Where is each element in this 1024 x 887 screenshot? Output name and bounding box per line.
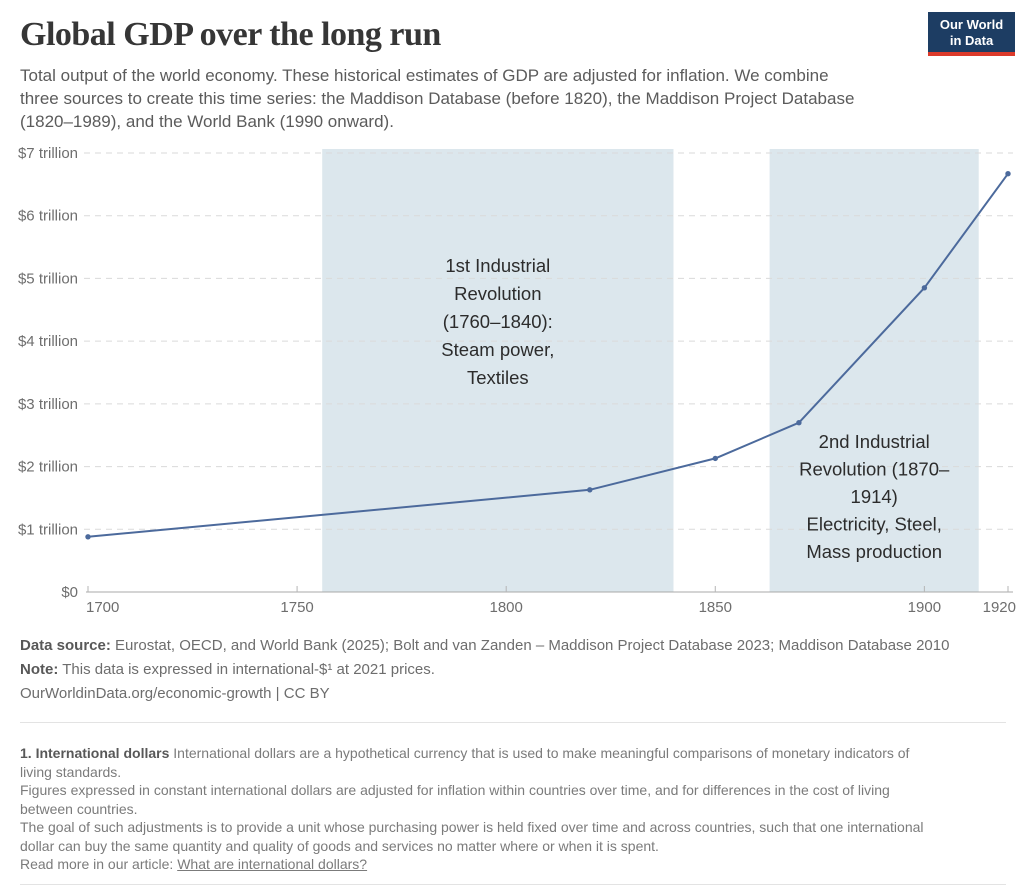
- footnote-lead: 1. International dollars: [20, 745, 170, 761]
- band-annotation-line: Steam power,: [441, 339, 554, 360]
- citation-line: OurWorldinData.org/economic-growth | CC …: [20, 684, 949, 704]
- band-annotation-line: Mass production: [806, 541, 942, 562]
- x-axis-label: 1800: [489, 599, 522, 616]
- footnote-line: 1. International dollars International d…: [20, 744, 1006, 763]
- y-axis-label: $2 trillion: [18, 459, 78, 476]
- chart-subtitle: Total output of the world economy. These…: [20, 64, 854, 133]
- logo-text-line1: Our World: [939, 17, 1004, 32]
- band-annotation-line: 2nd Industrial: [819, 431, 930, 452]
- y-axis-label: $4 trillion: [18, 333, 78, 350]
- footnote-line: Read more in our article: What are inter…: [20, 855, 1006, 874]
- international-dollars-link[interactable]: What are international dollars?: [177, 856, 368, 872]
- band-annotation-line: 1914): [851, 486, 898, 507]
- y-axis-label: $0: [61, 584, 78, 601]
- subtitle-line: (1820–1989), and the World Bank (1990 on…: [20, 112, 394, 131]
- x-axis-label: 1920: [983, 599, 1016, 616]
- x-axis-label: 1700: [86, 599, 119, 616]
- data-point[interactable]: [796, 420, 802, 426]
- logo-text-line2: in Data: [949, 33, 994, 48]
- footnote-section: 1. International dollars International d…: [20, 722, 1006, 874]
- owid-url-link[interactable]: OurWorldinData.org/economic-growth: [20, 685, 272, 702]
- x-axis-label: 1850: [699, 599, 732, 616]
- subtitle-line: three sources to create this time series…: [20, 89, 855, 108]
- footnote-line: The goal of such adjustments is to provi…: [20, 819, 924, 835]
- x-axis-label: 1750: [280, 599, 313, 616]
- band-annotation-line: Electricity, Steel,: [807, 514, 942, 535]
- band-annotation-line: Revolution (1870–: [799, 459, 950, 480]
- band-annotation-line: Textiles: [467, 367, 529, 388]
- y-axis-label: $7 trillion: [18, 145, 78, 162]
- gdp-line-chart[interactable]: $0 $1 trillion $2 trillion $3 trillion $4 tr…: [0, 145, 1024, 620]
- footnote-line: dollar can buy the same quantity and qua…: [20, 837, 659, 854]
- y-axis-label: $3 trillion: [18, 396, 78, 413]
- y-axis-label: $1 trillion: [18, 521, 78, 538]
- chart-footer: Data source: Eurostat, OECD, and World B…: [20, 636, 949, 708]
- y-axis-label: $6 trillion: [18, 208, 78, 225]
- data-point[interactable]: [587, 487, 593, 493]
- band-annotation-line: 1st Industrial: [445, 255, 550, 276]
- data-point[interactable]: [921, 285, 928, 291]
- band-annotation-line: (1760–1840):: [443, 311, 553, 332]
- note-line: Note: This data is expressed in internat…: [20, 660, 949, 680]
- footnote-line: between countries.: [20, 800, 138, 817]
- highlight-band: [769, 149, 979, 592]
- footnote-text: Read more in our article:: [20, 856, 174, 872]
- subtitle-line: Total output of the world economy. These…: [20, 66, 829, 85]
- gdp-line: [87, 173, 1009, 538]
- footnote-line: living standards.: [20, 763, 122, 780]
- note-text: This data is expressed in international-…: [62, 661, 435, 678]
- license-label: | CC BY: [271, 685, 330, 702]
- data-source-label: Data source:: [20, 637, 111, 654]
- owid-logo[interactable]: Our World in Data: [928, 12, 1015, 56]
- data-source-line: Data source: Eurostat, OECD, and World B…: [20, 636, 949, 656]
- bottom-divider: [20, 884, 1006, 885]
- data-point[interactable]: [712, 455, 718, 462]
- data-source-text: Eurostat, OECD, and World Bank (2025); B…: [115, 637, 950, 654]
- footnote-line: Figures expressed in constant internatio…: [20, 782, 890, 798]
- data-point[interactable]: [85, 534, 91, 540]
- footnote-text: International dollars are a hypothetical…: [173, 745, 910, 761]
- highlight-band: [322, 149, 674, 592]
- band-annotation-line: Revolution: [454, 283, 541, 304]
- page-title: Global GDP over the long run: [20, 16, 441, 53]
- x-axis-label: 1900: [908, 599, 941, 616]
- note-label: Note:: [20, 661, 59, 678]
- data-point[interactable]: [1005, 171, 1011, 177]
- y-axis-label: $5 trillion: [18, 270, 78, 287]
